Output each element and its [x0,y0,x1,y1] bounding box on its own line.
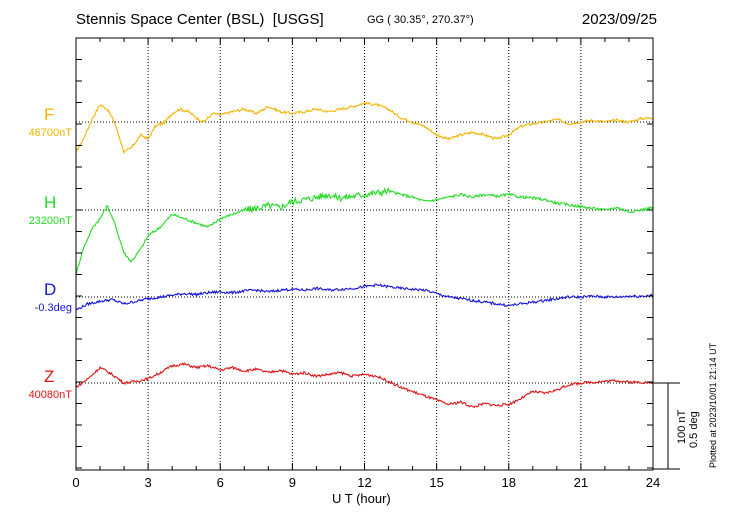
x-tick-label: 12 [357,475,371,490]
x-axis-title: U T (hour) [332,491,391,506]
trace-f [75,101,654,155]
scale-label-nt: 100 nT [676,409,688,444]
network-name: [USGS] [272,11,324,28]
station-title: Stennis Space Center (BSL) [USGS] [76,12,324,27]
record-date: 2023/09/25 [581,11,657,28]
x-tick-label: 18 [502,475,516,490]
x-tick-label: 6 [217,475,224,490]
component-label-d: D [44,280,57,299]
component-label-f: F [44,105,55,124]
baseline-value-h: 23200nT [28,215,72,227]
baseline-value-z: 40080nT [28,389,72,401]
component-label-z: Z [44,367,55,386]
station-name: Stennis Space Center (BSL) [76,11,265,28]
plotted-timestamp: Plotted at 2023/10/01 21:14 UT [708,342,718,468]
x-tick-label: 15 [429,475,443,490]
x-tick-label: 0 [72,475,79,490]
component-label-h: H [44,193,57,212]
scale-label-deg: 0.5 deg [688,411,700,448]
x-tick-label: 9 [289,475,296,490]
x-tick-label: 3 [145,475,152,490]
x-tick-label: 24 [646,475,660,490]
trace-z [75,362,654,409]
trace-h [75,186,654,276]
station-coordinates: GG ( 30.35°, 270.37°) [367,14,474,26]
baseline-value-f: 46700nT [28,127,72,139]
x-tick-label: 21 [574,475,588,490]
baseline-value-d: -0.3deg [34,302,72,314]
trace-d [75,283,654,311]
